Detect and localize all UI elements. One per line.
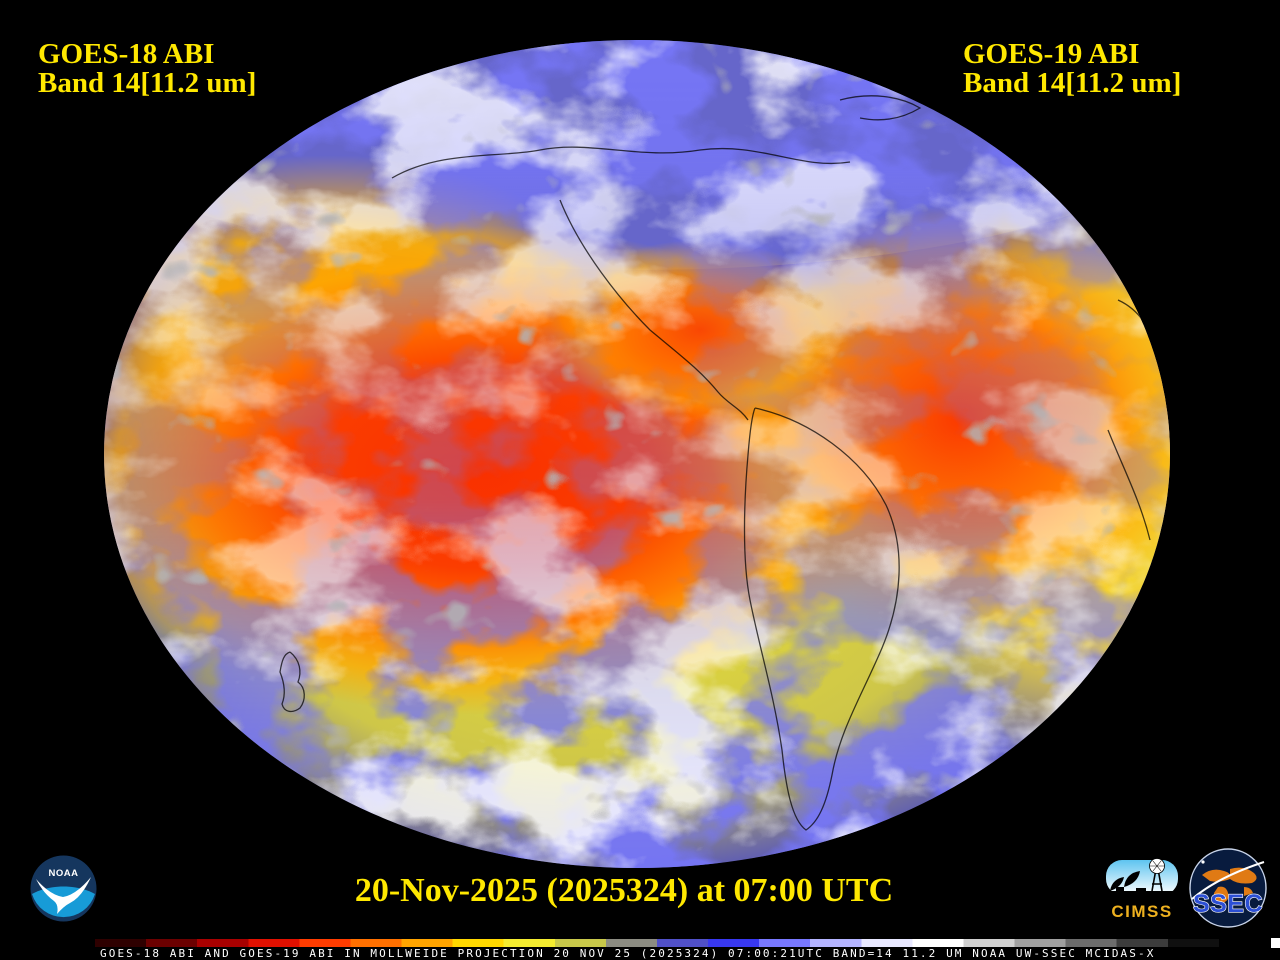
- noaa-logo: NOAA: [30, 855, 97, 922]
- goes-east-title-line1: GOES-19 ABI: [963, 38, 1140, 70]
- coastline-overlay: [279, 95, 1159, 831]
- ssec-star-icon: [1201, 860, 1205, 864]
- goes-west-title-line2: Band 14[11.2 um]: [38, 67, 257, 99]
- temperature-colorbar: [95, 939, 1270, 947]
- colorbar-end-chip: [1271, 938, 1280, 948]
- goes-east-title-line2: Band 14[11.2 um]: [963, 67, 1182, 99]
- goes-west-title: GOES-18 ABI Band 14[11.2 um]: [38, 40, 256, 98]
- cimss-dish-icon: [1110, 877, 1124, 891]
- ssec-logo: SSEC: [1189, 848, 1267, 928]
- noaa-logo-label: NOAA: [49, 868, 79, 879]
- statusbar-text: GOES-18 ABI AND GOES-19 ABI IN MOLLWEIDE…: [100, 947, 1156, 960]
- cimss-logo: CIMSS: [1099, 854, 1185, 925]
- ssec-orbit-swoosh: [1191, 861, 1265, 900]
- cimss-logo-label: CIMSS: [1111, 902, 1172, 921]
- ssec-logo-label: SSEC: [1193, 890, 1263, 918]
- cimss-dish-icon: [1124, 871, 1140, 887]
- cimss-water-tower-panel-lines: [1149, 860, 1165, 872]
- ssec-logo-continents: [1202, 867, 1257, 903]
- timestamp-label: 20-Nov-2025 (2025324) at 07:00 UTC: [354, 872, 894, 909]
- goes-east-title: GOES-19 ABI Band 14[11.2 um]: [963, 40, 1181, 98]
- cimss-skyline-silhouette: [1106, 887, 1178, 901]
- noaa-seagull-icon: [36, 877, 91, 914]
- goes-west-title-line1: GOES-18 ABI: [38, 38, 215, 70]
